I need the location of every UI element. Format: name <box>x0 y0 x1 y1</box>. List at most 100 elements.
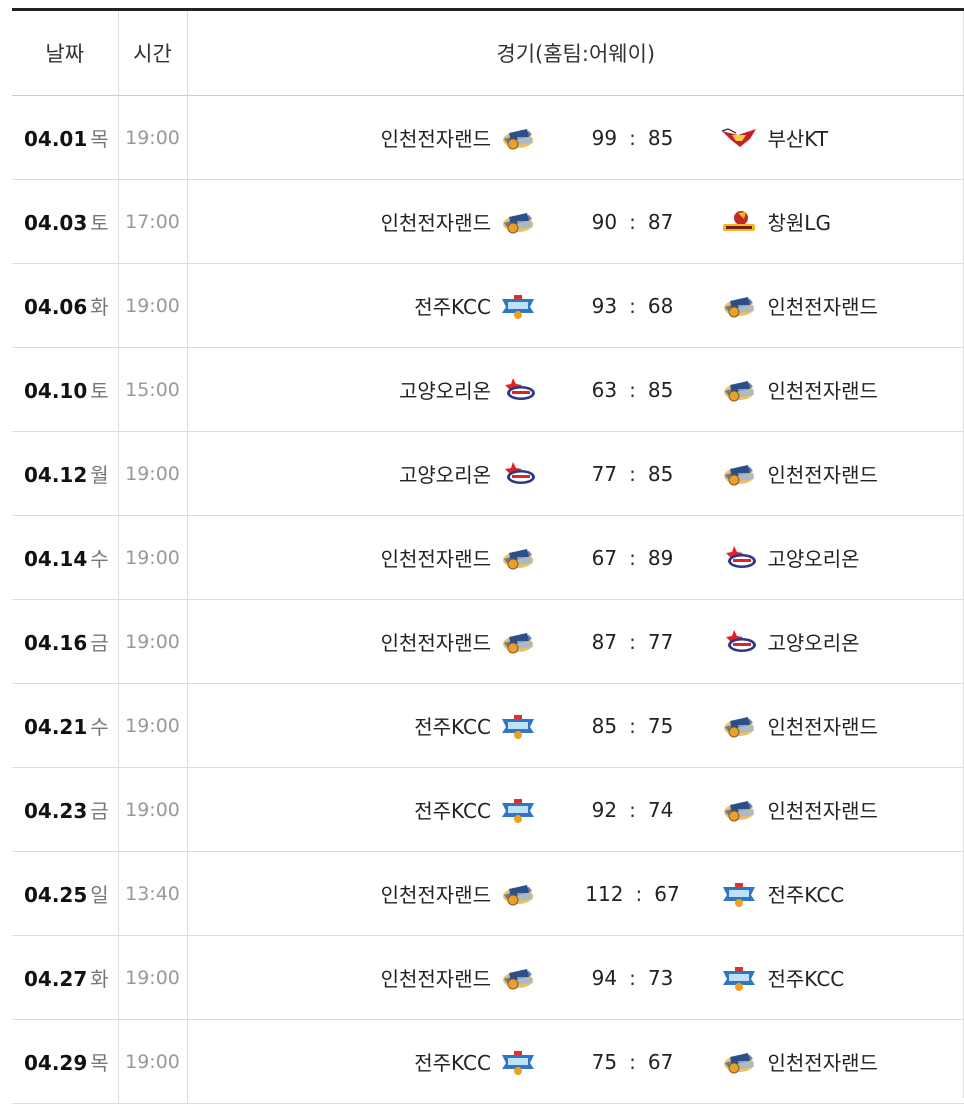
home-team-name[interactable]: 전주KCC <box>414 799 491 823</box>
game-time: 19:00 <box>118 683 188 768</box>
game-date: 04.06 화 <box>12 263 119 348</box>
home-team-name[interactable]: 고양오리온 <box>399 463 491 487</box>
score-separator: : <box>635 881 643 906</box>
elephants-logo-icon <box>499 629 537 655</box>
away-team-name[interactable]: 고양오리온 <box>767 547 860 571</box>
game-time: 19:00 <box>118 431 188 516</box>
away-team-name[interactable]: 고양오리온 <box>767 631 860 655</box>
elephants-logo-icon <box>720 377 758 403</box>
home-team-name[interactable]: 전주KCC <box>414 295 491 319</box>
home-team[interactable]: 고양오리온 <box>399 432 537 515</box>
home-team[interactable]: 인천전자랜드 <box>381 852 537 935</box>
game-time: 17:00 <box>118 179 188 264</box>
game-score: 90:87 <box>583 180 683 263</box>
game-day-of-week: 목 <box>90 1051 109 1075</box>
home-team-name[interactable]: 인천전자랜드 <box>380 211 491 235</box>
game-match: 전주KCC 92:74 인천전자랜드 <box>187 767 964 852</box>
home-team[interactable]: 인천전자랜드 <box>381 516 537 599</box>
away-team[interactable]: 부산KT <box>720 96 829 179</box>
header-match: 경기(홈팀:어웨이) <box>187 9 964 96</box>
home-team-name[interactable]: 인천전자랜드 <box>380 967 491 991</box>
elephants-logo-icon <box>720 713 758 739</box>
game-day-of-week: 금 <box>90 631 109 655</box>
header-time: 시간 <box>118 9 188 96</box>
away-team[interactable]: 인천전자랜드 <box>720 1020 878 1103</box>
game-score: 93:68 <box>583 264 683 347</box>
game-month-day: 04.03 <box>24 211 88 235</box>
home-team-name[interactable]: 인천전자랜드 <box>380 547 491 571</box>
egis-logo-icon <box>720 881 758 907</box>
home-team-name[interactable]: 인천전자랜드 <box>380 127 491 151</box>
score-separator: : <box>629 377 636 402</box>
game-row: 04.12 월 19:00 고양오리온 77:85 인천전자랜드 <box>12 431 964 516</box>
game-day-of-week: 토 <box>90 211 109 235</box>
home-team[interactable]: 고양오리온 <box>399 348 537 431</box>
away-team[interactable]: 인천전자랜드 <box>720 768 878 851</box>
game-row: 04.25 일 13:40 인천전자랜드 112:67 전주KCC <box>12 851 964 936</box>
game-date: 04.14 수 <box>12 515 119 600</box>
away-score: 67 <box>654 881 680 906</box>
away-team[interactable]: 인천전자랜드 <box>720 264 878 347</box>
elephants-logo-icon <box>499 881 537 907</box>
schedule-table-container: 날짜 시간 경기(홈팀:어웨이) 04.01 목 19:00 인천전자랜드 99:85 부… <box>12 8 964 1104</box>
away-team-name[interactable]: 인천전자랜드 <box>767 463 878 487</box>
home-score: 85 <box>591 713 618 738</box>
away-team-name[interactable]: 인천전자랜드 <box>767 1051 878 1075</box>
away-team-name[interactable]: 전주KCC <box>767 967 845 991</box>
game-match: 인천전자랜드 87:77 고양오리온 <box>187 599 964 684</box>
away-team-name[interactable]: 인천전자랜드 <box>767 799 878 823</box>
away-team-name[interactable]: 인천전자랜드 <box>767 295 878 319</box>
home-score: 92 <box>591 797 618 822</box>
away-team[interactable]: 고양오리온 <box>720 600 860 683</box>
game-row: 04.03 토 17:00 인천전자랜드 90:87 창원LG <box>12 179 964 264</box>
away-team[interactable]: 인천전자랜드 <box>720 684 878 767</box>
away-team[interactable]: 창원LG <box>720 180 831 263</box>
game-match: 인천전자랜드 94:73 전주KCC <box>187 935 964 1020</box>
home-team[interactable]: 인천전자랜드 <box>381 600 537 683</box>
elephants-logo-icon <box>720 461 758 487</box>
score-separator: : <box>629 1049 636 1074</box>
home-team-name[interactable]: 고양오리온 <box>399 379 491 403</box>
home-team-name[interactable]: 인천전자랜드 <box>380 631 491 655</box>
away-team[interactable]: 인천전자랜드 <box>720 432 878 515</box>
egis-logo-icon <box>499 293 537 319</box>
elephants-logo-icon <box>720 797 758 823</box>
home-team[interactable]: 전주KCC <box>414 768 537 851</box>
header-row: 날짜 시간 경기(홈팀:어웨이) <box>12 9 964 96</box>
game-date: 04.12 월 <box>12 431 119 516</box>
game-month-day: 04.06 <box>24 295 88 319</box>
elephants-logo-icon <box>499 125 537 151</box>
game-day-of-week: 수 <box>90 715 109 739</box>
home-score: 90 <box>591 209 618 234</box>
game-time: 19:00 <box>118 95 188 180</box>
away-team-name[interactable]: 전주KCC <box>767 883 845 907</box>
game-day-of-week: 화 <box>90 295 109 319</box>
away-team-name[interactable]: 창원LG <box>767 211 831 235</box>
game-score: 94:73 <box>583 936 683 1019</box>
home-team-name[interactable]: 인천전자랜드 <box>380 883 491 907</box>
game-time: 19:00 <box>118 935 188 1020</box>
away-team-name[interactable]: 인천전자랜드 <box>767 379 878 403</box>
home-team-name[interactable]: 전주KCC <box>414 715 491 739</box>
home-team-name[interactable]: 전주KCC <box>414 1051 491 1075</box>
game-time: 15:00 <box>118 347 188 432</box>
home-team[interactable]: 전주KCC <box>414 1020 537 1103</box>
home-team[interactable]: 전주KCC <box>414 264 537 347</box>
away-team[interactable]: 전주KCC <box>720 852 845 935</box>
home-team[interactable]: 전주KCC <box>414 684 537 767</box>
game-date: 04.25 일 <box>12 851 119 936</box>
away-team-name[interactable]: 인천전자랜드 <box>767 715 878 739</box>
away-team[interactable]: 인천전자랜드 <box>720 348 878 431</box>
game-row: 04.14 수 19:00 인천전자랜드 67:89 고양오리온 <box>12 515 964 600</box>
away-score: 87 <box>647 209 674 234</box>
game-time: 19:00 <box>118 767 188 852</box>
home-team[interactable]: 인천전자랜드 <box>381 96 537 179</box>
home-team[interactable]: 인천전자랜드 <box>381 936 537 1019</box>
game-time: 19:00 <box>118 263 188 348</box>
away-team-name[interactable]: 부산KT <box>767 127 829 151</box>
game-score: 63:85 <box>583 348 683 431</box>
game-match: 전주KCC 85:75 인천전자랜드 <box>187 683 964 768</box>
home-team[interactable]: 인천전자랜드 <box>381 180 537 263</box>
away-team[interactable]: 고양오리온 <box>720 516 860 599</box>
away-team[interactable]: 전주KCC <box>720 936 845 1019</box>
